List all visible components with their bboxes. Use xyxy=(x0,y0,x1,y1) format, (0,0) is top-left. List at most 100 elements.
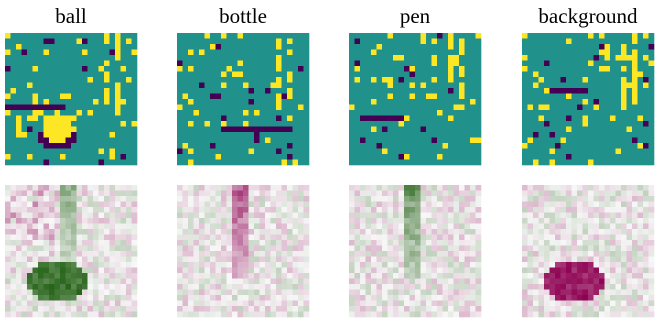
mask-cell xyxy=(615,159,622,166)
mask-cell xyxy=(415,104,421,111)
mask-cell xyxy=(621,143,627,149)
mask-cell xyxy=(221,60,227,67)
mask-cell xyxy=(298,137,304,144)
mask-cell xyxy=(442,99,449,105)
heat-cell xyxy=(120,234,127,241)
heat-cell xyxy=(232,240,238,246)
heat-cell xyxy=(32,289,39,296)
heat-cell xyxy=(120,289,127,296)
heat-cell xyxy=(648,240,655,246)
mask-cell xyxy=(87,137,94,144)
heat-cell xyxy=(71,289,77,296)
mask-cell xyxy=(533,143,539,149)
heat-cell xyxy=(437,185,443,191)
heat-cell xyxy=(566,256,572,263)
mask-cell xyxy=(522,154,528,160)
heat-cell xyxy=(588,196,594,202)
mask-cell xyxy=(437,132,443,138)
mask-cell xyxy=(577,33,583,39)
mask-cell xyxy=(555,66,561,72)
mask-cell xyxy=(577,77,583,83)
mask-cell xyxy=(71,88,77,94)
heat-cell xyxy=(298,218,304,224)
mask-cell xyxy=(38,143,44,149)
mask-cell xyxy=(621,126,627,133)
heat-cell xyxy=(270,234,277,241)
heat-cell xyxy=(360,256,366,263)
mask-cell xyxy=(610,99,616,105)
mask-cell xyxy=(593,99,600,105)
mask-cell xyxy=(71,93,77,100)
mask-cell xyxy=(182,143,189,149)
mask-cell xyxy=(442,71,449,78)
mask-cell xyxy=(527,77,534,83)
heat-cell xyxy=(470,289,476,296)
heat-cell xyxy=(98,284,105,290)
heat-cell xyxy=(49,300,55,307)
mask-cell xyxy=(453,115,460,122)
mask-cell xyxy=(298,77,304,83)
heat-cell xyxy=(188,245,194,252)
mask-cell xyxy=(49,60,55,67)
mask-cell xyxy=(544,104,550,111)
heat-cell xyxy=(637,245,644,252)
heat-cell xyxy=(393,229,399,235)
mask-cell xyxy=(10,44,17,50)
heat-cell xyxy=(464,289,471,296)
mask-cell xyxy=(281,99,288,105)
heat-cell xyxy=(54,240,61,246)
mask-cell xyxy=(38,60,44,67)
heat-cell xyxy=(365,284,372,290)
mask-cell xyxy=(409,77,416,83)
heat-cell xyxy=(298,207,304,213)
heat-cell xyxy=(615,223,622,230)
heat-cell xyxy=(131,212,138,219)
mask-cell xyxy=(453,38,460,45)
heat-cell xyxy=(259,196,266,202)
heat-cell xyxy=(226,207,233,213)
heat-cell xyxy=(204,218,211,224)
mask-cell xyxy=(287,154,293,160)
heat-cell xyxy=(349,207,355,213)
mask-cell xyxy=(464,77,471,83)
mask-cell xyxy=(10,132,17,138)
mask-cell xyxy=(648,71,655,78)
mask-cell xyxy=(254,132,260,138)
heat-cell xyxy=(32,185,39,191)
heat-cell xyxy=(265,267,271,274)
heat-cell xyxy=(71,190,77,197)
heat-cell xyxy=(610,196,616,202)
heat-cell xyxy=(87,256,94,263)
mask-cell xyxy=(382,154,388,160)
heat-cell xyxy=(303,207,310,213)
mask-cell xyxy=(387,77,394,83)
mask-cell xyxy=(38,33,44,39)
heat-cell xyxy=(470,284,476,290)
mask-cell xyxy=(648,55,655,61)
mask-cell xyxy=(243,55,249,61)
heat-cell xyxy=(431,311,438,318)
mask-cell xyxy=(98,99,105,105)
heat-cell xyxy=(555,201,561,208)
heat-cell xyxy=(232,245,238,252)
mask-cell xyxy=(365,99,372,105)
heat-cell xyxy=(593,245,600,252)
mask-cell xyxy=(254,66,260,72)
mask-cell xyxy=(49,99,55,105)
mask-cell xyxy=(265,121,271,127)
mask-cell xyxy=(527,110,534,116)
mask-cell xyxy=(292,159,299,166)
heat-cell xyxy=(120,218,127,224)
heat-cell xyxy=(560,306,567,312)
mask-cell xyxy=(16,49,22,56)
mask-cell xyxy=(265,77,271,83)
mask-cell xyxy=(276,115,282,122)
heat-cell xyxy=(87,284,94,290)
heat-cell xyxy=(643,229,649,235)
mask-cell xyxy=(470,159,476,166)
heat-cell xyxy=(632,251,638,257)
mask-cell xyxy=(604,104,611,111)
mask-cell xyxy=(560,143,567,149)
heat-cell xyxy=(604,201,611,208)
heat-cell xyxy=(71,234,77,241)
